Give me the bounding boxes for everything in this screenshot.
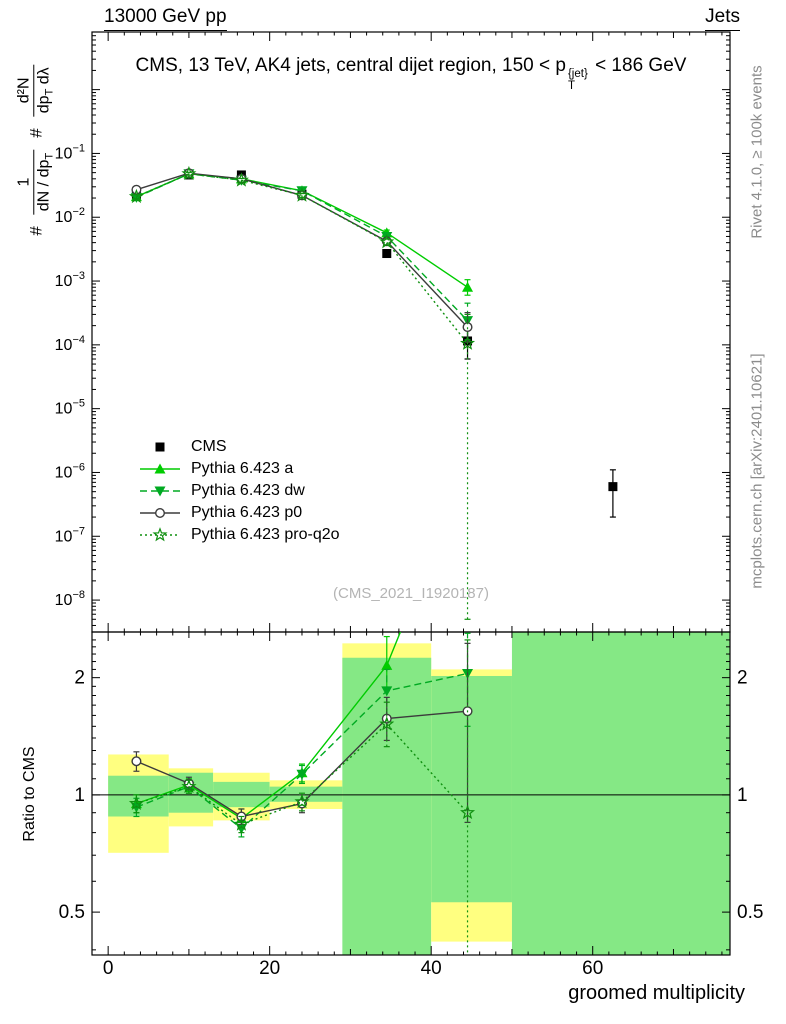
svg-text:10−4: 10−4: [55, 334, 85, 354]
svg-text:0: 0: [103, 958, 114, 979]
circle-marker-sample: [140, 507, 180, 519]
square-marker-sample: [155, 442, 165, 452]
svg-text:10−5: 10−5: [55, 398, 85, 418]
plot-title: CMS, 13 TeV, AK4 jets, central dijet reg…: [92, 55, 730, 92]
plot-title-post: < 186 GeV: [595, 55, 687, 76]
analysis-group-header: Jets: [705, 6, 740, 31]
legend: CMS Pythia 6.423 a Pythia 6.423 dw Pythia 6…: [138, 436, 340, 546]
svg-text:0.5: 0.5: [59, 902, 85, 923]
pt-jet-sup: {jet}: [567, 67, 588, 80]
plot-title-pre: CMS, 13 TeV, AK4 jets, central dijet reg…: [135, 55, 566, 76]
legend-label: Pythia 6.423 p0: [191, 504, 303, 521]
fraction-d2n-dptdlambda: d²N dpT dλ: [15, 64, 57, 117]
svg-text:2: 2: [737, 668, 748, 689]
pt-jet-sub: T: [567, 79, 575, 92]
triangle-down-marker-sample: [140, 486, 180, 497]
legend-label: Pythia 6.423 pro-q2o: [191, 526, 340, 543]
x-axis-label: groomed multiplicity: [568, 982, 745, 1004]
legend-item: CMS: [138, 436, 340, 458]
svg-text:10−2: 10−2: [55, 206, 85, 226]
pt-jet-superscripts: {jet} T: [568, 68, 588, 92]
legend-item: Pythia 6.423 pro-q2o: [138, 524, 340, 546]
hash-symbol-2: #: [25, 128, 45, 138]
svg-text:0.5: 0.5: [737, 902, 763, 923]
triangle-up-marker-sample: [140, 463, 180, 474]
svg-text:40: 40: [421, 958, 442, 979]
svg-text:10−7: 10−7: [55, 525, 85, 545]
legend-label: Pythia 6.423 dw: [191, 482, 305, 499]
svg-text:60: 60: [582, 958, 603, 979]
legend-item: Pythia 6.423 dw: [138, 480, 340, 502]
legend-label: Pythia 6.423 a: [191, 460, 294, 477]
ratio-y-axis-label: Ratio to CMS: [21, 746, 38, 842]
svg-text:20: 20: [259, 958, 280, 979]
analysis-id-watermark: (CMS_2021_I1920187): [333, 585, 489, 602]
mcplots-reference-label: mcplots.cern.ch [arXiv:2401.10621]: [748, 353, 766, 589]
svg-text:1: 1: [74, 785, 85, 806]
beam-energy-header: 13000 GeV pp: [104, 6, 227, 31]
rivet-version-label: Rivet 4.1.0, ≥ 100k events: [748, 65, 766, 239]
legend-item: Pythia 6.423 a: [138, 458, 340, 480]
svg-text:2: 2: [74, 668, 85, 689]
svg-text:10−1: 10−1: [55, 142, 85, 162]
svg-text:10−8: 10−8: [55, 589, 85, 609]
fraction-one-over-dndpt: 1 dN / dpT: [15, 149, 57, 215]
svg-text:10−3: 10−3: [55, 270, 85, 290]
legend-label: CMS: [191, 438, 227, 455]
main-y-axis-label: # 1 dN / dpT # d²N dpT dλ: [15, 64, 57, 236]
star-marker-sample: [140, 527, 180, 542]
legend-item: Pythia 6.423 p0: [138, 502, 340, 524]
hash-symbol-1: #: [25, 226, 45, 236]
svg-text:10−6: 10−6: [55, 461, 85, 481]
svg-text:1: 1: [737, 785, 748, 806]
